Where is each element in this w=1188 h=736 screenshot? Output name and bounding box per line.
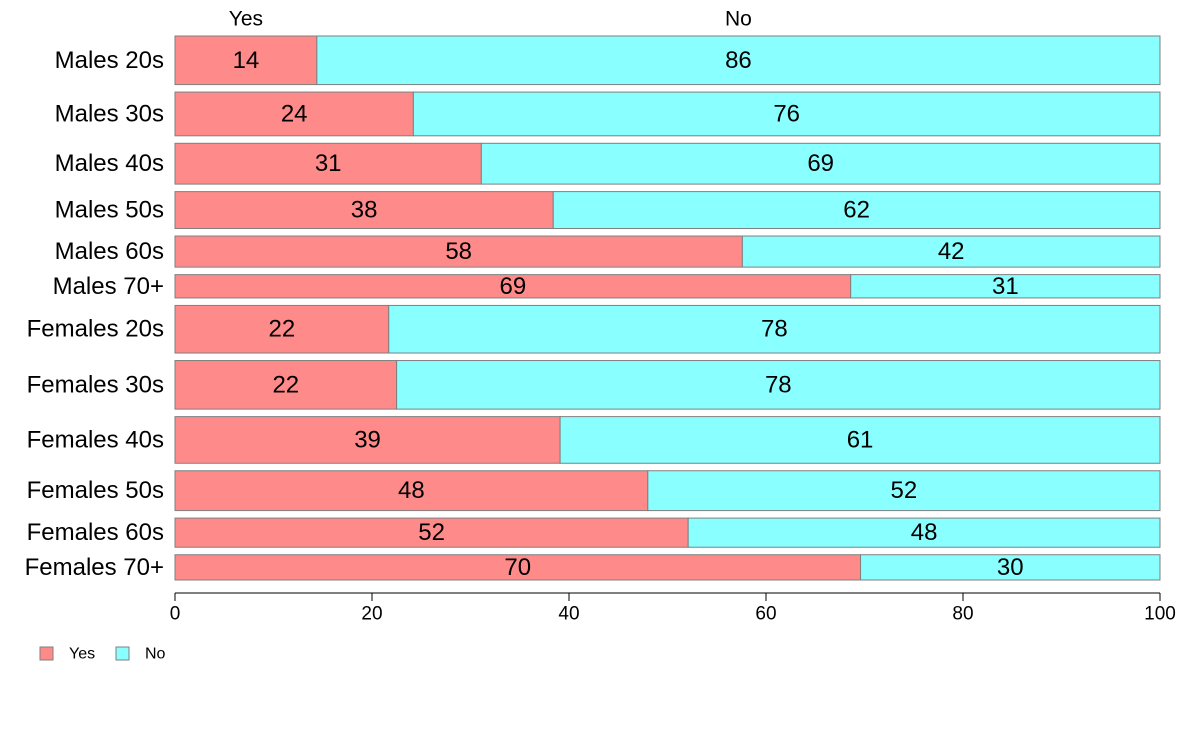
value-label-yes-11: 70: [504, 554, 531, 581]
bar-segment-no-6: [388, 304, 1161, 354]
value-label-yes-8: 39: [354, 426, 381, 453]
x-tick-label-3: 60: [755, 604, 776, 625]
bar-segment-yes-4: [174, 235, 743, 268]
top-label-no: No: [725, 8, 752, 31]
value-label-no-11: 30: [997, 554, 1024, 581]
value-label-no-5: 31: [992, 273, 1019, 300]
legend-swatch-no: [115, 646, 130, 661]
value-label-no-6: 78: [761, 316, 788, 343]
bar-segment-yes-1: [174, 91, 414, 137]
value-label-yes-1: 24: [281, 100, 308, 127]
bar-segment-yes-7: [174, 360, 398, 410]
bar-segment-no-1: [412, 91, 1161, 137]
bar-segment-yes-3: [174, 191, 554, 230]
x-tick-label-1: 20: [361, 604, 382, 625]
value-label-no-0: 86: [725, 47, 752, 74]
category-label-7: Females 30s: [27, 371, 164, 398]
category-label-6: Females 20s: [27, 316, 164, 343]
bar-segment-no-11: [860, 554, 1161, 581]
x-tick-label-5: 100: [1144, 604, 1176, 625]
value-label-no-4: 42: [938, 238, 965, 265]
category-label-1: Males 30s: [55, 100, 164, 127]
bar-segment-no-10: [687, 517, 1161, 548]
category-label-0: Males 20s: [55, 47, 164, 74]
x-tick-label-4: 80: [952, 604, 973, 625]
value-label-yes-2: 31: [315, 150, 342, 177]
value-label-yes-5: 69: [500, 273, 527, 300]
x-tick-label-2: 40: [558, 604, 579, 625]
category-label-5: Males 70+: [53, 273, 164, 300]
value-labels: 14 86 24 76 31 69 38 62 58 42 69 31 22 78 22 78 39 61 48 52…: [233, 47, 1024, 581]
bar-segment-no-8: [559, 416, 1161, 464]
category-label-9: Females 50s: [27, 477, 164, 504]
top-label-yes: Yes: [229, 8, 263, 31]
legend-label-yes: Yes: [69, 646, 95, 663]
value-label-yes-9: 48: [398, 477, 425, 504]
bar-segment-yes-0: [174, 35, 318, 86]
value-label-yes-7: 22: [272, 371, 299, 398]
value-label-no-8: 61: [847, 426, 874, 453]
bar-segment-yes-6: [174, 304, 390, 354]
bar-segment-no-5: [850, 274, 1161, 299]
value-label-no-10: 48: [911, 519, 938, 546]
category-label-8: Females 40s: [27, 426, 164, 453]
legend-swatch-yes: [39, 646, 54, 661]
bar-segment-no-2: [480, 142, 1161, 185]
value-label-yes-4: 58: [445, 238, 472, 265]
category-labels: Males 20s Males 30s Males 40s Males 50s Male…: [25, 47, 164, 581]
bar-segment-yes-9: [174, 470, 649, 512]
value-label-no-3: 62: [843, 197, 870, 224]
bar-segment-yes-2: [174, 142, 482, 185]
category-label-2: Males 40s: [55, 150, 164, 177]
value-label-no-2: 69: [807, 150, 834, 177]
legend-label-no: No: [145, 646, 166, 663]
bar-segment-no-3: [552, 191, 1161, 230]
value-label-no-1: 76: [773, 100, 800, 127]
legend: Yes No: [39, 646, 166, 663]
value-label-no-7: 78: [765, 371, 792, 398]
category-label-11: Females 70+: [25, 554, 164, 581]
bar-segment-no-4: [741, 235, 1161, 268]
bars-group: [174, 35, 1161, 581]
bar-segment-no-7: [396, 360, 1161, 410]
bar-segment-no-9: [647, 470, 1161, 512]
x-tick-label-0: 0: [170, 604, 181, 625]
value-label-yes-3: 38: [351, 197, 378, 224]
value-label-no-9: 52: [891, 477, 918, 504]
category-label-4: Males 60s: [55, 238, 164, 265]
value-label-yes-0: 14: [233, 47, 260, 74]
category-label-3: Males 50s: [55, 197, 164, 224]
value-label-yes-6: 22: [269, 316, 296, 343]
x-axis: 0 20 40 60 80 100: [170, 592, 1176, 625]
category-label-10: Females 60s: [27, 519, 164, 546]
bar-segment-no-0: [316, 35, 1161, 86]
value-label-yes-10: 52: [418, 519, 445, 546]
bar-segment-yes-11: [174, 554, 862, 581]
top-series-labels: Yes No: [229, 8, 752, 31]
